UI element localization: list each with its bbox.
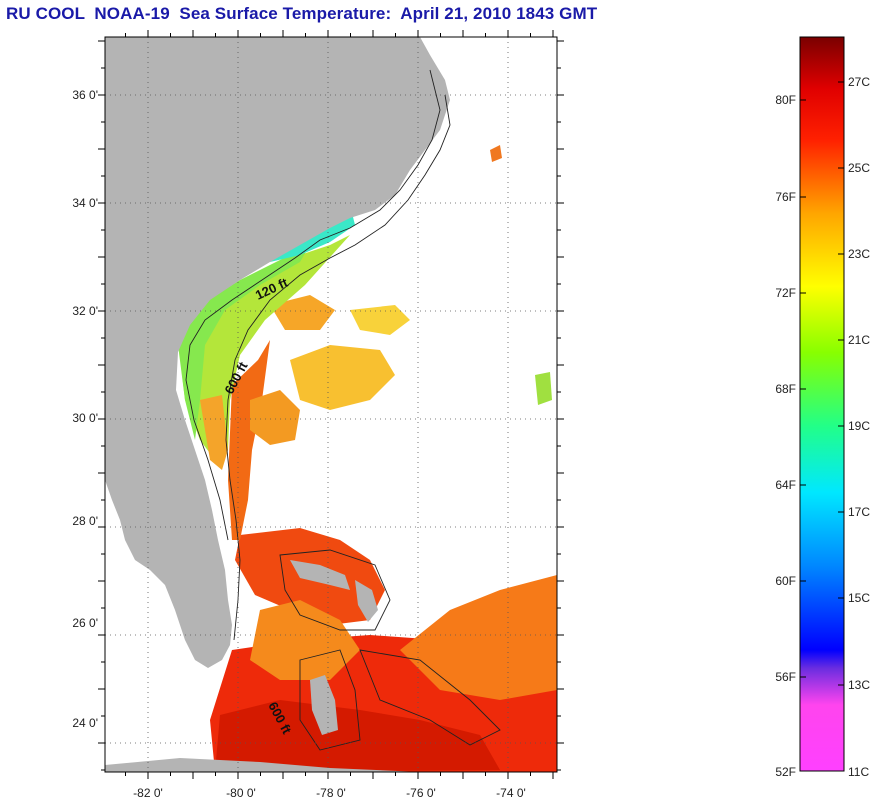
- cb-c-label: 19C: [848, 419, 870, 433]
- lat-label: 28 0': [72, 514, 98, 528]
- land: [105, 37, 450, 772]
- cuba: [105, 758, 420, 772]
- lon-label: -78 0': [316, 786, 346, 800]
- lon-label: -74 0': [496, 786, 526, 800]
- cb-c-label: 17C: [848, 505, 870, 519]
- contour-600ft: [225, 94, 451, 641]
- cb-f-label: 64F: [775, 478, 796, 492]
- us-southeast-coast: [105, 37, 450, 668]
- sst-shelf-orange-fl: [200, 395, 228, 470]
- graticule: [105, 37, 557, 772]
- bahamas-abaco: [355, 580, 378, 622]
- cb-f-label: 68F: [775, 382, 796, 396]
- colorbar-ticks: [800, 81, 844, 686]
- cb-c-label: 25C: [848, 161, 870, 175]
- lon-label: -80 0': [226, 786, 256, 800]
- cb-f-label: 52F: [775, 765, 796, 779]
- temperature-colorbar: [799, 36, 845, 772]
- latitude-labels: 36 0' 34 0' 32 0' 30 0' 28 0' 26 0' 24 0…: [72, 88, 98, 730]
- lat-label: 24 0': [72, 716, 98, 730]
- cb-c-label: 11C: [848, 765, 869, 779]
- sst-patch-e1: [535, 372, 552, 405]
- lat-label: 34 0': [72, 196, 98, 210]
- bahamas-andros: [310, 675, 338, 735]
- lat-label: 30 0': [72, 411, 98, 425]
- lon-label: -76 0': [406, 786, 436, 800]
- cb-f-label: 76F: [775, 190, 796, 204]
- contour-andros: [299, 649, 361, 751]
- colorbar-celsius-labels: 27C 25C 23C 21C 19C 17C 15C 13C 11C: [848, 75, 870, 779]
- sst-offshore-orange-2: [270, 295, 335, 330]
- sst-orange-mid: [250, 600, 360, 680]
- colorbar-fahrenheit-labels: 80F 76F 72F 68F 64F 60F 56F 52F: [775, 93, 796, 779]
- bahamas-grand: [290, 560, 350, 590]
- sst-offshore-yellow: [290, 345, 395, 410]
- cb-f-label: 60F: [775, 574, 796, 588]
- cb-f-label: 80F: [775, 93, 796, 107]
- cb-f-label: 72F: [775, 286, 796, 300]
- contour-exuma: [359, 649, 501, 746]
- depth-contours: [185, 69, 501, 751]
- sst-offshore-yellow-2: [350, 305, 410, 335]
- longitude-labels: -82 0' -80 0' -78 0' -76 0' -74 0': [133, 786, 526, 800]
- frame-ticks: [98, 30, 564, 779]
- cb-c-label: 15C: [848, 591, 870, 605]
- cb-c-label: 27C: [848, 75, 870, 89]
- cb-c-label: 21C: [848, 333, 870, 347]
- lat-label: 26 0': [72, 616, 98, 630]
- sst-orange-east: [400, 575, 557, 700]
- cb-c-label: 23C: [848, 247, 870, 261]
- sst-patch-ne: [490, 145, 502, 162]
- map-title: RU COOL NOAA-19 Sea Surface Temperature:…: [6, 4, 598, 23]
- lon-label: -82 0': [133, 786, 163, 800]
- sst-shelf-green: [178, 245, 310, 440]
- contour-120ft: [185, 69, 441, 541]
- sst-darkred-south: [215, 700, 500, 772]
- contour-bahamas: [279, 549, 391, 631]
- map-frame: [104, 36, 558, 773]
- sst-gulfstream: [228, 340, 270, 540]
- cb-f-label: 56F: [775, 670, 796, 684]
- lat-label: 36 0': [72, 88, 98, 102]
- sst-offshore-orange: [250, 390, 300, 445]
- cb-c-label: 13C: [848, 678, 870, 692]
- lat-label: 32 0': [72, 304, 98, 318]
